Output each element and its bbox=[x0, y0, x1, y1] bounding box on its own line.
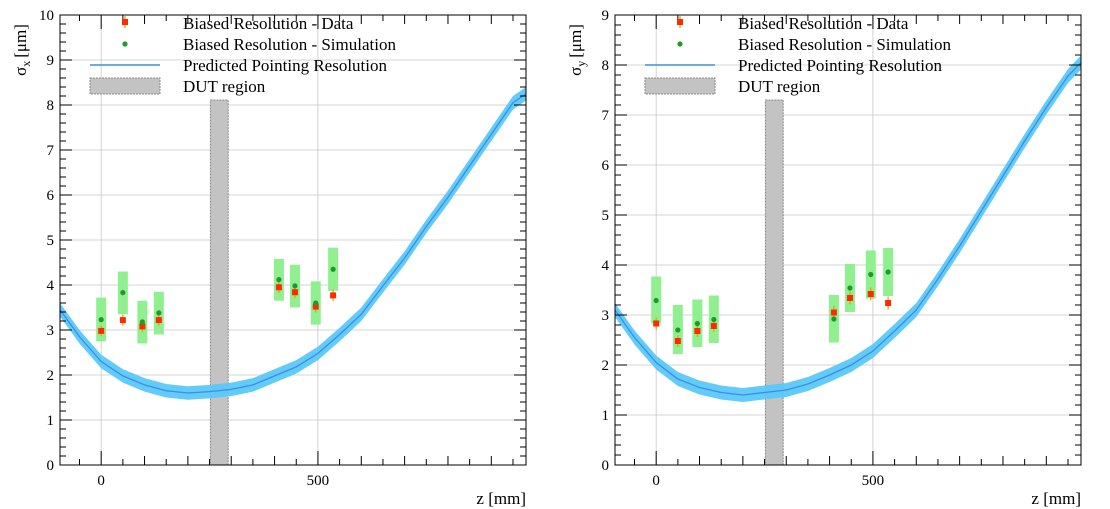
y-axis-label-subscript: y bbox=[574, 61, 588, 67]
simulation-point bbox=[156, 310, 162, 316]
simulation-point bbox=[276, 277, 282, 283]
sigma-y-chart: 0 1 2 3 4 5 6 7 8 9 0 500 z [mm] σy [μm] Biased Resolut… bbox=[566, 8, 1082, 508]
y-axis-label-subscript: x bbox=[19, 61, 33, 67]
legend: Biased Resolution - Data Biased Resolutio… bbox=[644, 14, 951, 96]
sigma-y-panel: 0 1 2 3 4 5 6 7 8 9 0 500 z [mm] σy [μm] Biased Resolut… bbox=[555, 0, 1110, 509]
x-axis-label: z [mm] bbox=[1031, 489, 1081, 508]
y-axis-label: σy [μm] bbox=[566, 24, 588, 76]
x-tick-label: 0 bbox=[652, 473, 660, 489]
simulation-point bbox=[139, 319, 145, 325]
y-axis-label-symbol: σ bbox=[11, 67, 30, 76]
data-point bbox=[155, 317, 162, 324]
legend: Biased Resolution - Data Biased Resolutio… bbox=[89, 14, 396, 96]
data-point bbox=[710, 323, 717, 329]
simulation-point bbox=[313, 300, 319, 306]
x-axis-label: z [mm] bbox=[476, 489, 526, 508]
legend-pred-label: Predicted Pointing Resolution bbox=[738, 56, 942, 75]
y-tick-label: 3 bbox=[602, 308, 610, 324]
predicted-resolution-band bbox=[60, 87, 526, 400]
y-tick-label: 5 bbox=[602, 208, 610, 224]
data-point bbox=[119, 317, 126, 324]
data-point bbox=[674, 338, 681, 344]
y-tick-label: 6 bbox=[47, 188, 55, 204]
simulation-point bbox=[831, 316, 837, 322]
simulation-point bbox=[330, 266, 336, 272]
dut-region bbox=[209, 99, 229, 466]
legend-dut-label: DUT region bbox=[738, 77, 821, 96]
data-point bbox=[275, 284, 282, 291]
data-point bbox=[830, 309, 837, 316]
y-tick-label: 5 bbox=[47, 233, 55, 249]
y-axis-label: σx [μm] bbox=[11, 24, 33, 76]
simulation-point bbox=[120, 290, 126, 296]
simulation-point bbox=[653, 297, 659, 304]
simulation-point bbox=[694, 320, 700, 327]
y-tick-label: 3 bbox=[47, 323, 55, 339]
y-tick-label: 4 bbox=[602, 258, 610, 274]
y-tick-label: 2 bbox=[47, 368, 55, 384]
simulation-point bbox=[675, 327, 681, 333]
legend-sim-marker bbox=[122, 41, 128, 47]
data-point bbox=[867, 291, 874, 297]
y-tick-label: 0 bbox=[47, 458, 55, 474]
dut-region bbox=[764, 99, 784, 466]
legend-dut-box bbox=[644, 77, 716, 95]
predicted-resolution-band bbox=[615, 55, 1081, 402]
legend-data-marker bbox=[677, 19, 683, 25]
legend-dut-box bbox=[89, 77, 161, 95]
simulation-point bbox=[711, 316, 717, 323]
y-tick-label: 0 bbox=[602, 458, 610, 474]
legend-dut-label: DUT region bbox=[183, 77, 266, 96]
legend-data-label: Biased Resolution - Data bbox=[183, 14, 354, 33]
y-tick-label: 8 bbox=[47, 98, 55, 114]
data-point bbox=[98, 327, 105, 334]
y-tick-label: 7 bbox=[602, 108, 610, 124]
y-tick-label: 4 bbox=[47, 278, 55, 294]
data-point bbox=[653, 320, 660, 327]
data-point bbox=[312, 303, 319, 310]
predicted-resolution-line bbox=[59, 93, 527, 394]
sigma-x-chart: 0 1 2 3 4 5 6 7 8 9 10 0 500 z [mm] σx [μm] Biased Resol… bbox=[11, 8, 527, 508]
data-point bbox=[139, 323, 146, 330]
data-point bbox=[291, 289, 298, 296]
simulation-point bbox=[292, 283, 298, 289]
y-tick-label: 7 bbox=[47, 143, 55, 159]
legend-data-label: Biased Resolution - Data bbox=[738, 14, 909, 33]
y-tick-label: 9 bbox=[602, 8, 610, 24]
y-tick-label: 1 bbox=[47, 413, 55, 429]
y-tick-label: 2 bbox=[602, 358, 610, 374]
data-point bbox=[694, 328, 701, 334]
simulation-point bbox=[868, 271, 874, 278]
y-axis-label-unit: [μm] bbox=[11, 24, 30, 58]
simulation-point bbox=[98, 317, 104, 323]
legend-sim-label: Biased Resolution - Simulation bbox=[738, 35, 951, 54]
predicted-resolution-line bbox=[614, 62, 1082, 396]
y-tick-label: 1 bbox=[602, 408, 610, 424]
y-tick-label: 6 bbox=[602, 158, 610, 174]
y-axis-label-unit: [μm] bbox=[566, 24, 585, 58]
data-point bbox=[885, 300, 892, 306]
legend-sim-marker bbox=[677, 41, 683, 47]
x-tick-label: 500 bbox=[862, 473, 885, 489]
legend-pred-label: Predicted Pointing Resolution bbox=[183, 56, 387, 75]
legend-data-marker bbox=[122, 19, 128, 25]
simulation-point bbox=[847, 285, 853, 291]
data-point bbox=[846, 295, 853, 301]
sigma-x-panel: 0 1 2 3 4 5 6 7 8 9 10 0 500 z [mm] σx [μm] Biased Resol… bbox=[11, 8, 527, 508]
y-tick-label: 9 bbox=[47, 53, 55, 69]
simulation-point bbox=[885, 269, 891, 275]
y-tick-label: 10 bbox=[39, 8, 54, 24]
data-point bbox=[330, 292, 337, 299]
y-axis-label-symbol: σ bbox=[566, 67, 585, 76]
x-tick-label: 500 bbox=[307, 473, 330, 489]
x-tick-label: 0 bbox=[97, 473, 105, 489]
y-tick-label: 8 bbox=[602, 58, 610, 74]
legend-sim-label: Biased Resolution - Simulation bbox=[183, 35, 396, 54]
plot-frame bbox=[614, 14, 1082, 466]
